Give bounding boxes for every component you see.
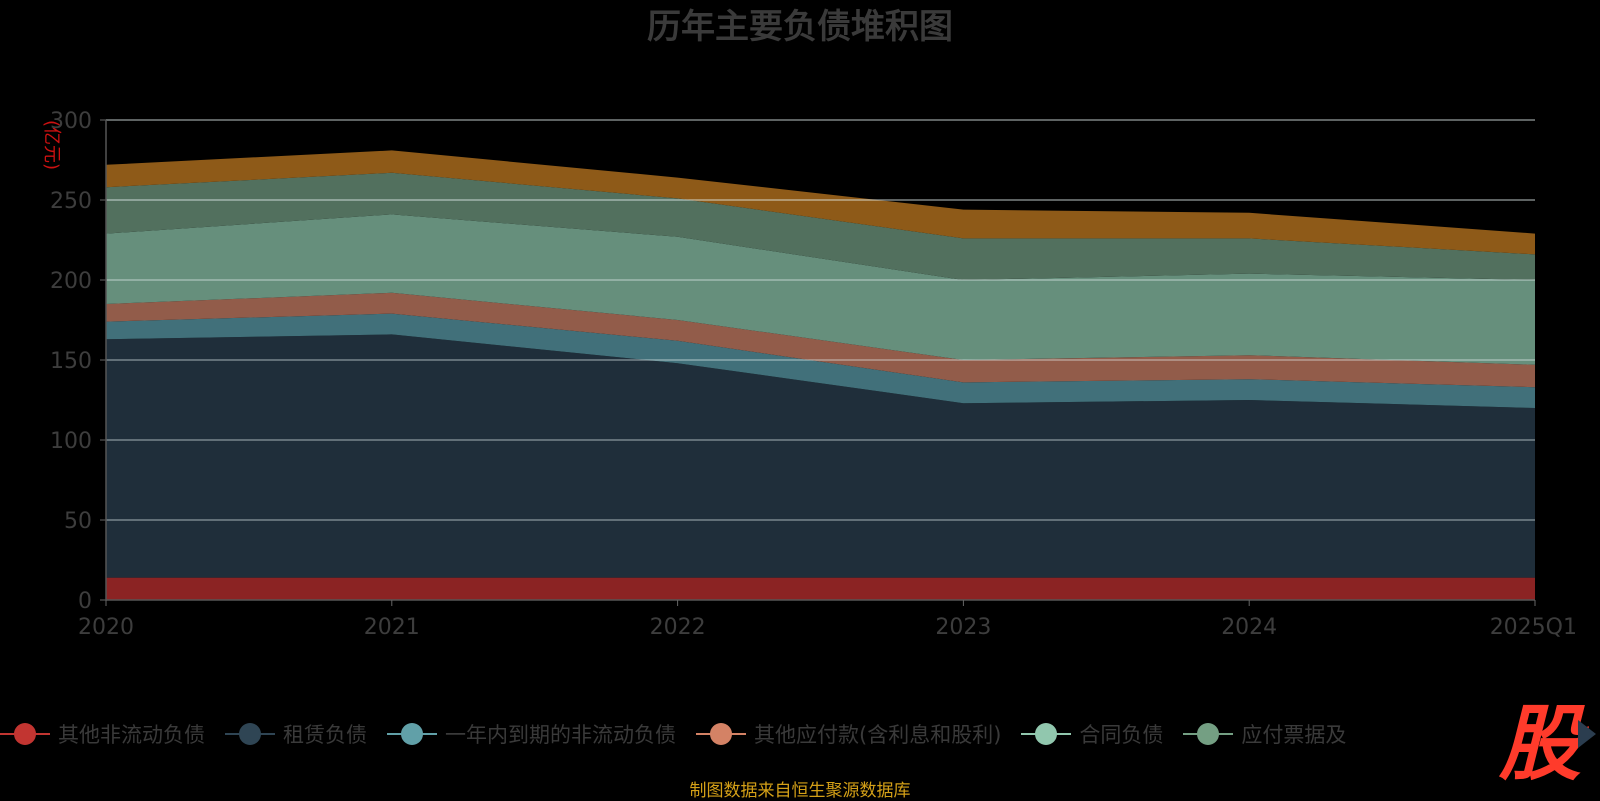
area-series-0	[106, 577, 1535, 600]
legend-item[interactable]: 应付票据及	[1183, 719, 1346, 749]
legend-label: 合同负债	[1079, 723, 1164, 747]
area-layer	[106, 150, 1535, 600]
legend-next-arrow-icon[interactable]	[1578, 720, 1596, 748]
area-series-6	[106, 150, 1535, 255]
legend-label: 其他应付款(含利息和股利)	[754, 723, 1002, 747]
legend-label: 租赁负债	[283, 723, 367, 747]
legend-marker-icon	[0, 722, 50, 746]
legend-marker-icon	[1021, 722, 1072, 746]
y-tick-label: 150	[50, 349, 92, 374]
y-axis-unit: (亿元)	[41, 120, 62, 170]
grid-layer	[106, 119, 1535, 521]
x-tick-label: 2024	[1221, 615, 1277, 640]
y-tick-label: 50	[64, 509, 92, 534]
legend-item[interactable]: 合同负债	[1021, 719, 1163, 749]
y-tick-label: 200	[50, 269, 92, 294]
legend-marker-icon	[225, 722, 275, 746]
y-tick-label: 300	[50, 109, 92, 134]
y-tick-label: 100	[50, 429, 92, 454]
legend-label: 应付票据及	[1241, 723, 1347, 747]
area-series-1	[106, 334, 1535, 578]
area-series-4	[106, 214, 1535, 365]
x-tick-label: 2022	[650, 615, 706, 640]
x-tick-label: 2021	[364, 615, 420, 640]
y-tick-label: 0	[78, 589, 92, 614]
area-series-2	[106, 313, 1535, 408]
legend-item[interactable]: 其他非流动负债	[0, 719, 205, 749]
logo: 股	[1499, 697, 1581, 792]
source-note: 制图数据来自恒生聚源数据库	[689, 781, 911, 801]
legend-item[interactable]: 其他应付款(含利息和股利)	[696, 719, 1001, 749]
x-tick-label: 2025Q1	[1490, 615, 1577, 640]
legend-marker-icon	[1183, 722, 1234, 746]
legend-item[interactable]: 租赁负债	[225, 719, 367, 749]
legend-item[interactable]: 一年内到期的非流动负债	[387, 719, 676, 749]
legend-label: 一年内到期的非流动负债	[445, 723, 676, 747]
legend: 其他非流动负债 租赁负债 一年内到期的非流动负债 其他应付款(含利息和股利) 合同负债 应…	[0, 718, 1500, 750]
chart-title: 历年主要负债堆积图	[647, 7, 953, 47]
x-tick-label: 2023	[935, 615, 991, 640]
legend-label: 其他非流动负债	[58, 723, 205, 747]
y-tick-label: 250	[50, 189, 92, 214]
legend-marker-icon	[696, 722, 746, 746]
axes-layer: 0 50 100 150 200 250 300 2020 2021 2022 2023 2024 20…	[50, 109, 1577, 640]
x-tick-label: 2020	[78, 615, 134, 640]
legend-marker-icon	[387, 722, 437, 746]
